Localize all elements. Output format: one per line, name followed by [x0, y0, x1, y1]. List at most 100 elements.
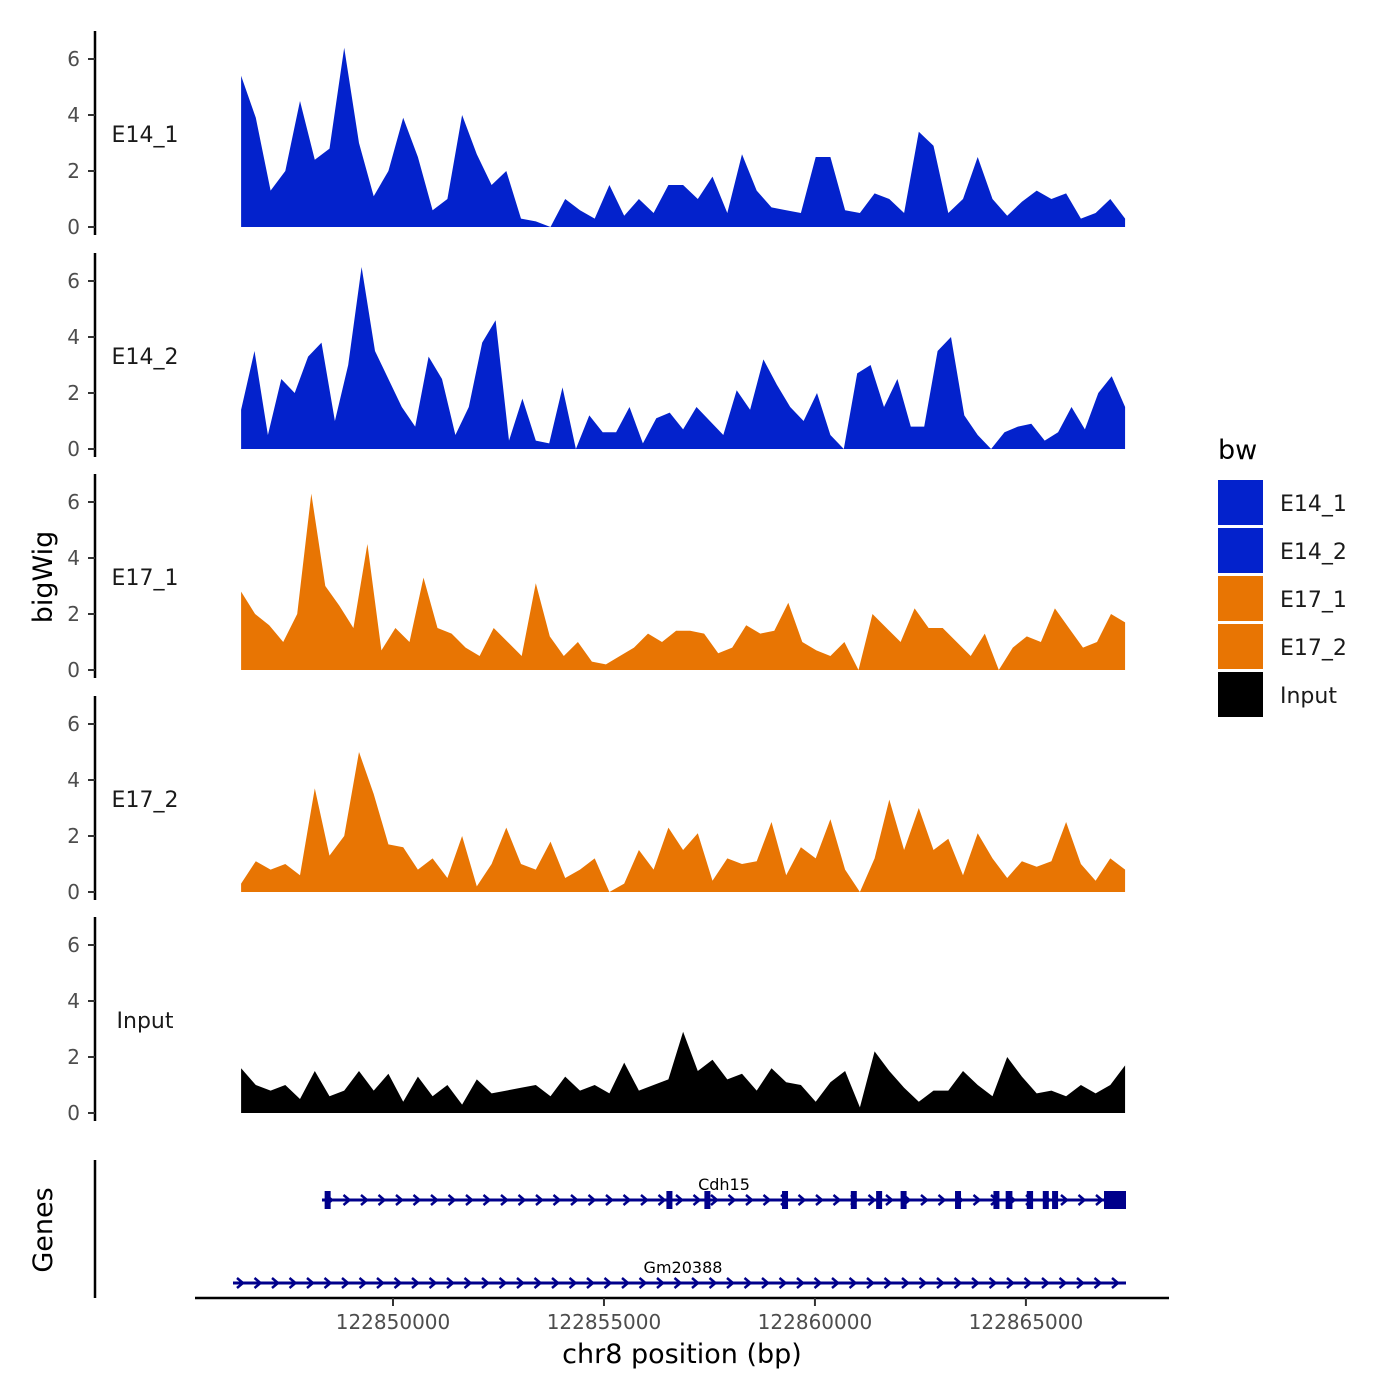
- strand-arrow-icon: [762, 1194, 772, 1206]
- strand-arrow-icon: [621, 1277, 630, 1289]
- y-tick-label: 6: [67, 712, 80, 736]
- exon: [782, 1191, 789, 1209]
- strand-arrow-icon: [288, 1277, 298, 1289]
- gene-label: Cdh15: [698, 1175, 750, 1194]
- strand-arrow-icon: [1076, 1277, 1085, 1289]
- strand-arrow-icon: [885, 1194, 894, 1206]
- signal-area-Input: [241, 1031, 1126, 1113]
- y-tick-label: 2: [67, 824, 80, 848]
- strand-arrow-icon: [883, 1277, 893, 1289]
- strand-arrow-icon: [918, 1277, 928, 1289]
- strand-arrow-icon: [832, 1194, 842, 1206]
- strand-arrow-icon: [360, 1194, 369, 1206]
- strand-arrow-icon: [500, 1194, 509, 1206]
- strand-arrow-icon: [1041, 1277, 1050, 1289]
- strand-arrow-icon: [342, 1194, 352, 1206]
- strand-arrow-icon: [481, 1277, 490, 1289]
- strand-arrow-icon: [1111, 1277, 1120, 1289]
- legend-label: E17_2: [1280, 636, 1347, 661]
- exon: [993, 1191, 1000, 1209]
- track-label: E17_2: [112, 788, 179, 813]
- strand-arrow-icon: [815, 1194, 824, 1206]
- strand-arrow-icon: [796, 1277, 805, 1289]
- exon: [704, 1191, 711, 1209]
- legend-swatch: [1218, 480, 1263, 525]
- signal-area-E17_1: [241, 493, 1126, 670]
- y-tick-label: 6: [67, 490, 80, 514]
- exon: [900, 1191, 907, 1209]
- strand-arrow-icon: [393, 1277, 403, 1289]
- signal-area-E14_2: [241, 267, 1126, 449]
- y-tick-label: 0: [67, 215, 80, 239]
- strand-arrow-icon: [446, 1277, 455, 1289]
- strand-arrow-icon: [867, 1194, 877, 1206]
- strand-arrow-icon: [517, 1194, 527, 1206]
- strand-arrow-icon: [430, 1194, 439, 1206]
- y-tick-label: 0: [67, 880, 80, 904]
- strand-arrow-icon: [341, 1277, 350, 1289]
- y-tick-label: 0: [67, 1101, 80, 1125]
- strand-arrow-icon: [603, 1277, 613, 1289]
- strand-arrow-icon: [743, 1277, 753, 1289]
- strand-arrow-icon: [306, 1277, 315, 1289]
- strand-arrow-icon: [920, 1194, 929, 1206]
- strand-arrow-icon: [236, 1277, 245, 1289]
- strand-arrow-icon: [1058, 1277, 1068, 1289]
- y-axis-title: bigWig: [28, 531, 59, 624]
- strand-arrow-icon: [656, 1277, 665, 1289]
- x-tick-label: 122855000: [547, 1310, 662, 1334]
- y-tick-label: 2: [67, 602, 80, 626]
- exon: [1052, 1191, 1059, 1209]
- strand-arrow-icon: [587, 1194, 597, 1206]
- strand-arrow-icon: [708, 1277, 718, 1289]
- strand-arrow-icon: [866, 1277, 875, 1289]
- y-tick-label: 4: [67, 768, 80, 792]
- strand-arrow-icon: [253, 1277, 263, 1289]
- strand-arrow-icon: [640, 1194, 649, 1206]
- strand-arrow-icon: [691, 1277, 700, 1289]
- legend-label: E17_1: [1280, 588, 1347, 613]
- strand-arrow-icon: [535, 1194, 544, 1206]
- strand-arrow-icon: [377, 1194, 387, 1206]
- exon: [1005, 1191, 1013, 1209]
- track-label: E14_1: [112, 123, 179, 148]
- exon: [324, 1191, 331, 1209]
- strand-arrow-icon: [1093, 1277, 1103, 1289]
- strand-arrow-icon: [586, 1277, 595, 1289]
- exon: [955, 1191, 962, 1209]
- y-tick-label: 0: [67, 658, 80, 682]
- strand-arrow-icon: [673, 1277, 683, 1289]
- strand-arrow-icon: [1095, 1194, 1104, 1206]
- x-tick-label: 122860000: [758, 1310, 873, 1334]
- y-tick-label: 4: [67, 989, 80, 1013]
- strand-arrow-icon: [482, 1194, 492, 1206]
- strand-arrow-icon: [831, 1277, 840, 1289]
- exon: [1026, 1191, 1034, 1209]
- track-label: E14_2: [112, 345, 179, 370]
- strand-arrow-icon: [498, 1277, 508, 1289]
- strand-arrow-icon: [1060, 1194, 1069, 1206]
- strand-arrow-icon: [411, 1277, 420, 1289]
- strand-arrow-icon: [972, 1194, 982, 1206]
- genes-panel-title: Genes: [28, 1187, 59, 1272]
- signal-area-E14_1: [241, 47, 1126, 227]
- y-tick-label: 6: [67, 933, 80, 957]
- strand-arrow-icon: [745, 1194, 754, 1206]
- strand-arrow-icon: [465, 1194, 474, 1206]
- legend-swatch: [1218, 672, 1263, 717]
- exon: [1042, 1191, 1049, 1209]
- strand-arrow-icon: [936, 1277, 945, 1289]
- strand-arrow-icon: [463, 1277, 473, 1289]
- strand-arrow-icon: [692, 1194, 702, 1206]
- strand-arrow-icon: [570, 1194, 579, 1206]
- strand-arrow-icon: [953, 1277, 963, 1289]
- track-label: E17_1: [112, 566, 179, 591]
- strand-arrow-icon: [412, 1194, 422, 1206]
- y-tick-label: 6: [67, 47, 80, 71]
- exon: [666, 1191, 673, 1209]
- strand-arrow-icon: [395, 1194, 404, 1206]
- x-axis-title: chr8 position (bp): [562, 1339, 802, 1370]
- strand-arrow-icon: [638, 1277, 648, 1289]
- x-tick-label: 122850000: [336, 1310, 451, 1334]
